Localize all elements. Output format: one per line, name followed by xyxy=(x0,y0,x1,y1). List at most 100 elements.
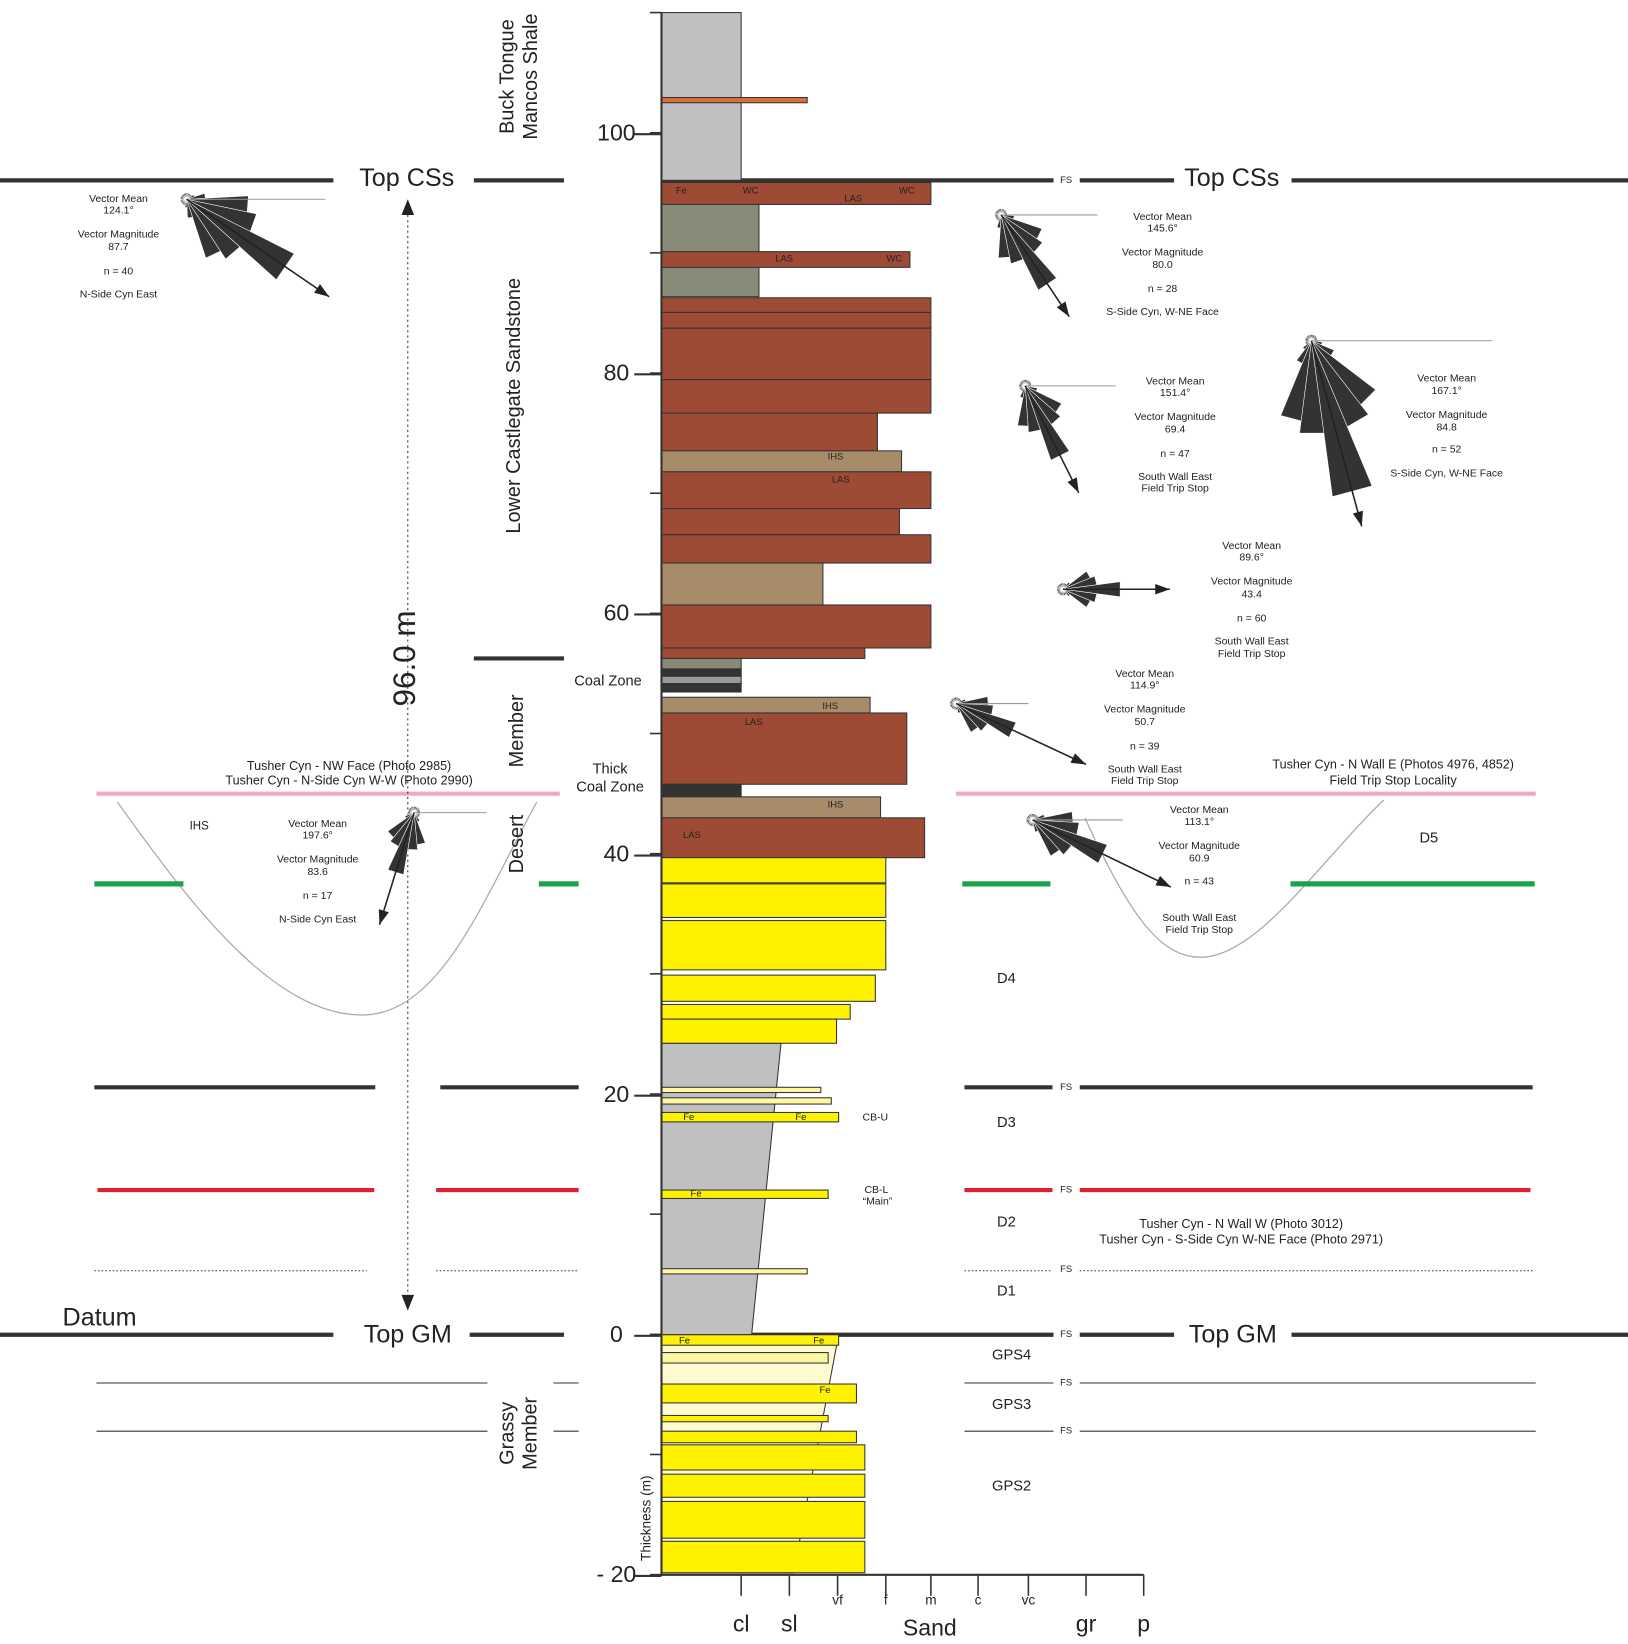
rose-text: Vector Magnitude xyxy=(277,855,359,866)
bed xyxy=(660,1540,866,1574)
rose-text: 145.6° xyxy=(1147,223,1177,234)
unit-label: GPS2 xyxy=(992,1479,1031,1495)
grain-size-label: cl xyxy=(733,1610,750,1636)
photo-note: Tusher Cyn - N Wall W (Photo 3012) xyxy=(1139,1217,1343,1231)
rose-petal xyxy=(1025,817,1033,821)
unit-label: D2 xyxy=(997,1214,1016,1230)
tick-label: 40 xyxy=(604,841,630,867)
facies-label: IHS xyxy=(828,451,844,462)
rose-text: South Wall East xyxy=(1108,764,1182,775)
bed xyxy=(660,1189,829,1199)
arrowhead xyxy=(314,284,330,297)
zone-label: Thick xyxy=(593,761,629,777)
bed xyxy=(660,327,932,381)
rose-text: n = 40 xyxy=(104,266,134,277)
rose-petal xyxy=(1020,380,1026,387)
bed xyxy=(660,604,932,649)
rose-text: 114.9° xyxy=(1130,680,1160,691)
bed xyxy=(660,1500,866,1539)
unit-label: D4 xyxy=(997,971,1016,987)
rose-text: n = 39 xyxy=(1130,741,1160,752)
rose-text: S-Side Cyn, W-NE Face xyxy=(1390,469,1503,480)
photo-note: Tusher Cyn - N Wall E (Photos 4976, 4852… xyxy=(1272,758,1514,772)
arrowhead xyxy=(1155,584,1170,595)
rose-text: Vector Mean xyxy=(1115,669,1174,680)
facies-label: Fe xyxy=(795,1111,806,1122)
bed xyxy=(660,562,824,606)
photo-note: Tusher Cyn - N-Side Cyn W-W (Photo 2990) xyxy=(225,773,472,787)
horizon-label: Top CSs xyxy=(359,164,454,192)
rose-petal xyxy=(998,214,1010,259)
bed xyxy=(660,920,887,971)
rose-petal xyxy=(1032,819,1060,857)
rose-text: 84.8 xyxy=(1436,423,1457,434)
rose-diagram xyxy=(1025,811,1172,888)
bed xyxy=(660,534,932,564)
rose-text: N-Side Cyn East xyxy=(80,289,157,300)
bed xyxy=(660,379,932,414)
bed xyxy=(660,181,932,205)
rose-diagram xyxy=(1280,334,1493,527)
photo-note: Tusher Cyn - NW Face (Photo 2985) xyxy=(247,759,451,773)
rose-petal xyxy=(413,806,416,813)
rose-text: Vector Magnitude xyxy=(1134,412,1216,423)
fs-label: FS xyxy=(1060,1425,1072,1436)
facies-label: Fe xyxy=(820,1384,831,1395)
vector-arrow xyxy=(1024,385,1080,494)
bed xyxy=(660,683,742,693)
rose-text: South Wall East xyxy=(1215,636,1289,647)
fs-label: FS xyxy=(1060,1263,1072,1274)
photo-note: Tusher Cyn - S-Side Cyn W-NE Face (Photo… xyxy=(1099,1233,1383,1247)
fs-label: FS xyxy=(1060,1376,1072,1387)
rose-text: 197.6° xyxy=(302,830,332,841)
tick-label: 100 xyxy=(597,119,635,145)
bed xyxy=(660,1414,829,1423)
arrowhead xyxy=(401,1294,415,1311)
bed xyxy=(660,783,742,798)
unit-label: GPS4 xyxy=(992,1348,1031,1364)
facies-label: WC xyxy=(886,252,902,263)
axis-label: Sand xyxy=(903,1614,957,1640)
rose-petal xyxy=(186,199,221,259)
bed-label: CB-L xyxy=(864,1185,888,1196)
bed xyxy=(660,796,882,819)
bed xyxy=(660,1473,866,1498)
rose-text: Vector Mean xyxy=(1170,805,1229,816)
rose-diagram xyxy=(949,696,1087,766)
bed xyxy=(660,1268,808,1275)
zone-label: Coal Zone xyxy=(574,673,642,689)
rose-text: Vector Mean xyxy=(1146,376,1205,387)
formation-name: Mancos Shale xyxy=(520,13,542,139)
rose-text: 89.6° xyxy=(1239,553,1264,564)
bed xyxy=(660,883,887,918)
rose-text: n = 52 xyxy=(1432,445,1462,456)
rose-text: S-Side Cyn, W-NE Face xyxy=(1106,307,1219,318)
rose-diagram xyxy=(1017,379,1116,494)
rose-petal xyxy=(995,209,1002,216)
bed xyxy=(660,857,887,884)
vector-arrow xyxy=(378,812,415,926)
rose-text: Vector Mean xyxy=(1133,212,1192,223)
formation-name: Buck Tongue xyxy=(497,19,519,134)
grain-size-label: p xyxy=(1137,1610,1150,1636)
bed xyxy=(660,1003,851,1020)
fs-label: FS xyxy=(1060,1081,1072,1092)
horizon-label: Top GM xyxy=(1189,1320,1277,1348)
rose-text: 69.4 xyxy=(1165,425,1186,436)
rose-text: Field Trip Stop xyxy=(1166,925,1234,936)
bed-label: CB-U xyxy=(863,1112,889,1123)
bed-label: “Main” xyxy=(863,1196,893,1207)
unit-label: D3 xyxy=(997,1115,1016,1131)
grain-size-label: sl xyxy=(781,1610,798,1636)
bed xyxy=(660,675,742,685)
rose-petal xyxy=(949,701,957,704)
unit-label: D1 xyxy=(997,1284,1016,1300)
bed xyxy=(660,203,760,298)
grain-size-label: m xyxy=(925,1593,936,1608)
rose-text: Vector Mean xyxy=(1417,373,1476,384)
rose-text: Field Trip Stop xyxy=(1111,776,1179,787)
zone-label: Coal Zone xyxy=(576,779,644,795)
grain-size-label: gr xyxy=(1076,1610,1097,1636)
facies-label: Fe xyxy=(691,1188,702,1199)
